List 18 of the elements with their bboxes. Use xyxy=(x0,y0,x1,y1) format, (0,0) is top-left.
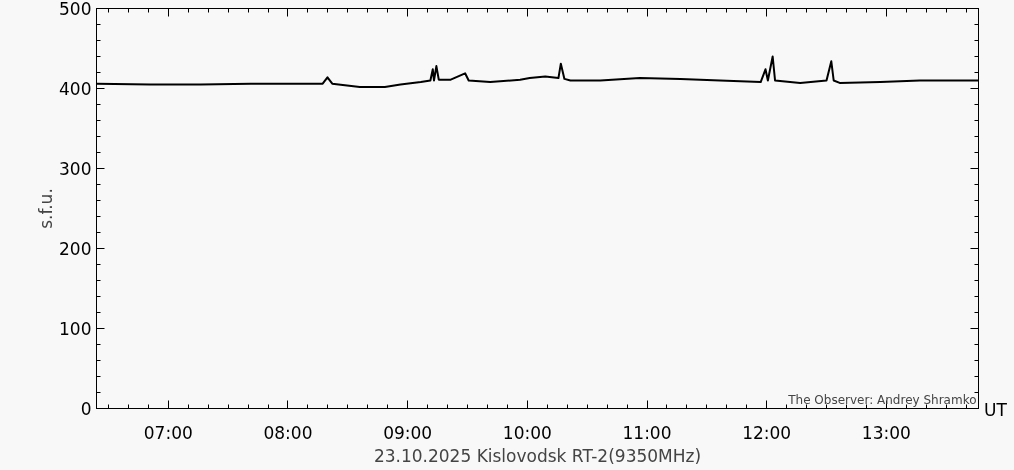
y-tick-label: 100 xyxy=(59,319,92,339)
x-tick-label: 07:00 xyxy=(143,422,193,443)
x-tick-label: 09:00 xyxy=(383,422,433,443)
y-tick-label: 500 xyxy=(59,0,92,19)
x-axis-title: 23.10.2025 Kislovodsk RT-2(9350MHz) xyxy=(373,445,702,466)
x-tick-label: 11:00 xyxy=(622,422,672,443)
line-series xyxy=(96,55,979,88)
x-tick-label: 13:00 xyxy=(861,422,911,443)
y-tick-label: 200 xyxy=(59,239,92,259)
x-tick-label: 10:00 xyxy=(502,422,552,443)
annotation: The Observer: Andrey Shramko xyxy=(787,392,977,407)
y-axis-title: s.f.u. xyxy=(36,188,57,229)
x-tick-label: 08:00 xyxy=(263,422,313,443)
y-tick-label: 300 xyxy=(59,159,92,179)
y-tick-label: 400 xyxy=(59,79,92,99)
y-tick-label: 0 xyxy=(80,399,92,419)
x-tick-label: 12:00 xyxy=(742,422,792,443)
text: UT xyxy=(984,399,1007,422)
